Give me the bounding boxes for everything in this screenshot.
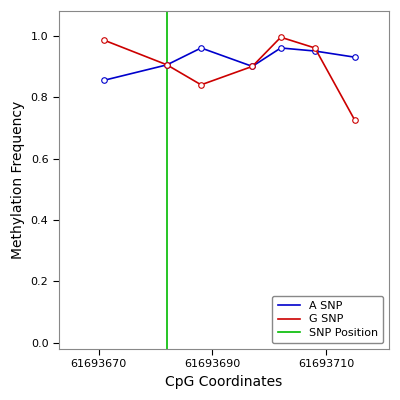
G SNP [250, 64, 255, 69]
G SNP [278, 35, 283, 40]
A SNP [199, 46, 204, 50]
G SNP [312, 46, 317, 50]
G SNP [199, 82, 204, 87]
A SNP [312, 49, 317, 54]
G SNP [164, 62, 169, 67]
G SNP [102, 38, 107, 43]
A SNP [164, 62, 169, 67]
A SNP [278, 46, 283, 50]
A SNP [352, 55, 357, 60]
A SNP [250, 64, 255, 69]
X-axis label: CpG Coordinates: CpG Coordinates [165, 375, 282, 389]
G SNP [352, 118, 357, 122]
Y-axis label: Methylation Frequency: Methylation Frequency [11, 101, 25, 259]
A SNP [102, 78, 107, 83]
Legend: A SNP, G SNP, SNP Position: A SNP, G SNP, SNP Position [272, 296, 383, 343]
Line: G SNP: G SNP [102, 34, 358, 123]
Line: A SNP: A SNP [102, 45, 358, 83]
